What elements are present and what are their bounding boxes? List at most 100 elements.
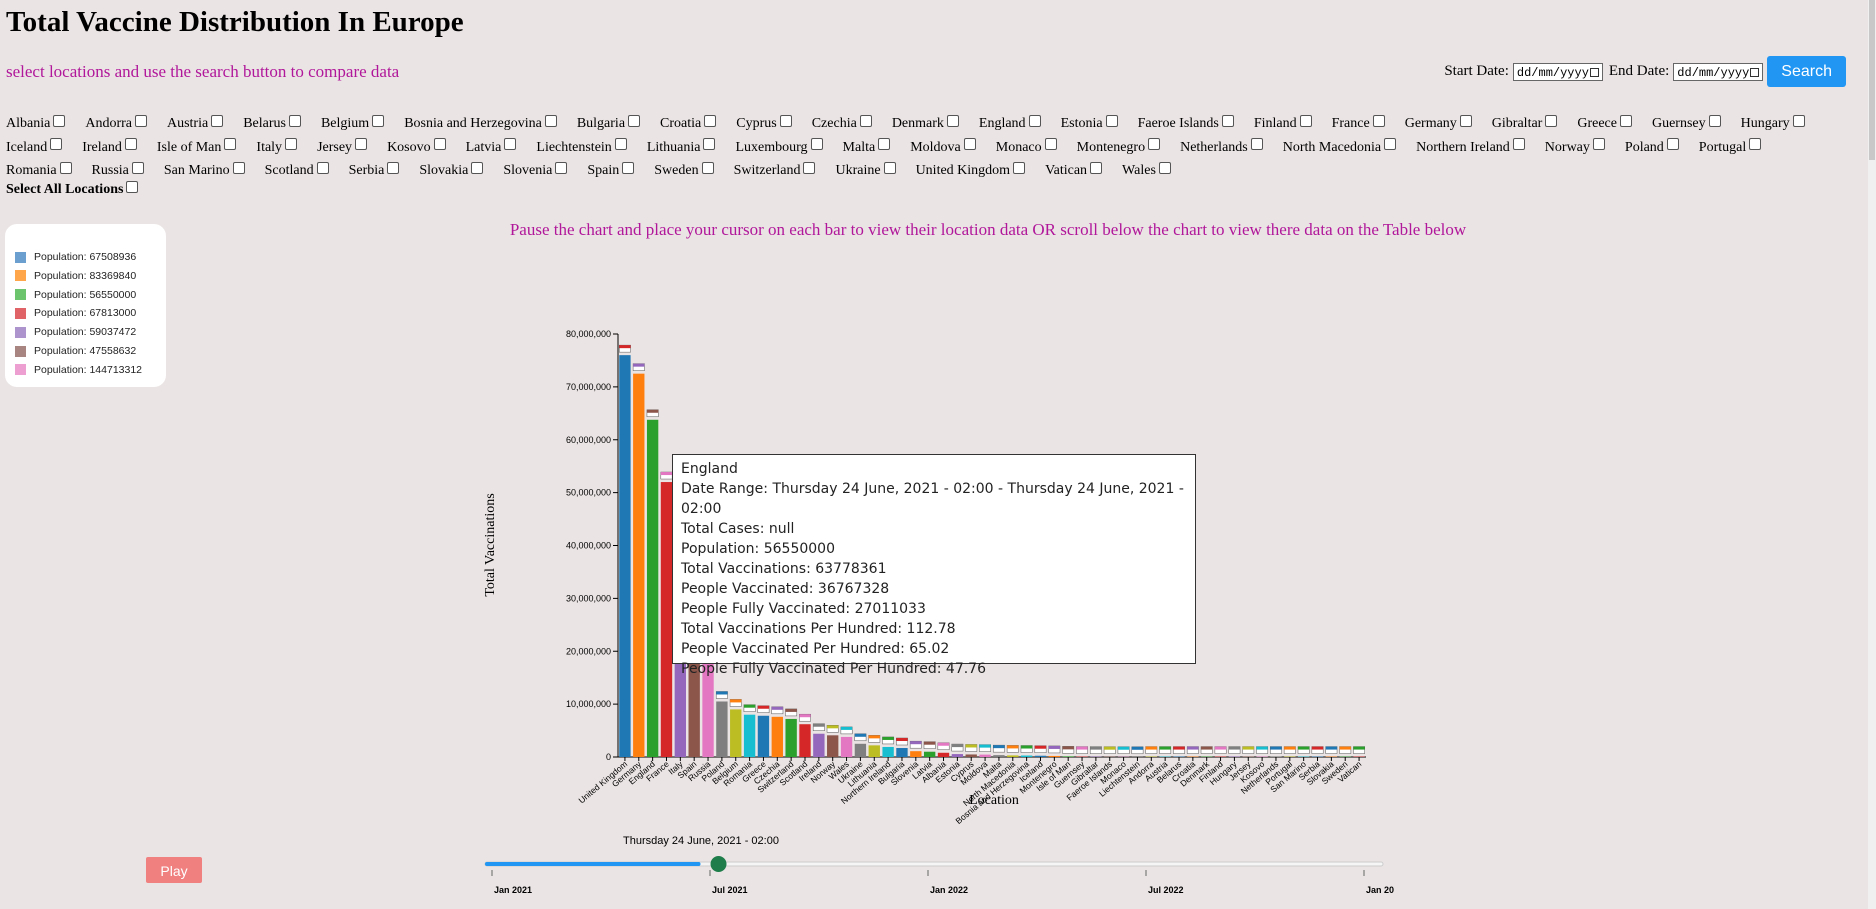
location-checkbox[interactable] [134, 114, 147, 127]
end-date-input[interactable]: dd/mm/yyyy [1673, 62, 1764, 81]
location-option[interactable]: Isle of Man [157, 136, 237, 160]
location-checkbox[interactable] [316, 161, 329, 174]
bar[interactable] [979, 754, 991, 757]
location-checkbox[interactable] [1148, 138, 1161, 151]
location-checkbox[interactable] [1013, 161, 1026, 174]
location-checkbox[interactable] [1372, 114, 1385, 127]
location-checkbox[interactable] [50, 138, 63, 151]
location-checkbox[interactable] [779, 114, 792, 127]
bar[interactable] [993, 755, 1005, 757]
location-option[interactable]: Greece [1577, 112, 1632, 136]
location-option[interactable]: Scotland [265, 159, 329, 183]
bar[interactable] [619, 355, 631, 757]
location-checkbox[interactable] [1545, 114, 1558, 127]
location-checkbox[interactable] [1666, 138, 1679, 151]
bar[interactable] [840, 736, 853, 757]
calendar-icon[interactable] [1589, 67, 1599, 77]
select-all-checkbox[interactable] [126, 180, 139, 193]
location-checkbox[interactable] [878, 138, 891, 151]
location-option[interactable]: Gibraltar [1492, 112, 1558, 136]
select-all-locations[interactable]: Select All Locations [6, 180, 139, 198]
bar[interactable] [1048, 755, 1061, 757]
location-checkbox[interactable] [859, 114, 872, 127]
location-option[interactable]: Jersey [317, 136, 368, 160]
location-checkbox[interactable] [372, 114, 385, 127]
location-option[interactable]: Montenegro [1077, 136, 1161, 160]
location-option[interactable]: Moldova [910, 136, 976, 160]
location-checkbox[interactable] [803, 161, 816, 174]
calendar-icon[interactable] [1750, 67, 1760, 77]
location-checkbox[interactable] [471, 161, 484, 174]
location-checkbox[interactable] [1384, 138, 1397, 151]
location-checkbox[interactable] [433, 138, 446, 151]
location-option[interactable]: Norway [1545, 136, 1605, 160]
bar[interactable] [882, 746, 894, 757]
bar[interactable] [771, 716, 783, 757]
location-option[interactable]: Germany [1405, 112, 1472, 136]
location-checkbox[interactable] [1090, 161, 1103, 174]
location-option[interactable]: Vatican [1045, 159, 1103, 183]
location-option[interactable]: Portugal [1699, 136, 1762, 160]
location-checkbox[interactable] [1250, 138, 1263, 151]
location-checkbox[interactable] [810, 138, 823, 151]
bar[interactable] [799, 724, 811, 757]
location-checkbox[interactable] [1028, 114, 1041, 127]
location-option[interactable]: Netherlands [1180, 136, 1263, 160]
bar[interactable] [1007, 755, 1019, 757]
bar[interactable] [633, 373, 645, 757]
location-checkbox[interactable] [1221, 114, 1234, 127]
location-checkbox[interactable] [883, 161, 896, 174]
location-option[interactable]: San Marino [164, 159, 245, 183]
location-checkbox[interactable] [285, 138, 298, 151]
location-checkbox[interactable] [124, 138, 137, 151]
bar[interactable] [702, 577, 714, 757]
location-option[interactable]: Kosovo [387, 136, 446, 160]
location-option[interactable]: Liechtenstein [536, 136, 627, 160]
location-checkbox[interactable] [1708, 114, 1721, 127]
bar[interactable] [896, 748, 908, 757]
location-checkbox[interactable] [1459, 114, 1472, 127]
location-option[interactable]: Switzerland [734, 159, 816, 183]
location-checkbox[interactable] [1592, 138, 1605, 151]
location-checkbox[interactable] [59, 161, 72, 174]
location-checkbox[interactable] [288, 114, 301, 127]
location-option[interactable]: North Macedonia [1283, 136, 1397, 160]
location-checkbox[interactable] [1619, 114, 1632, 127]
location-option[interactable]: Wales [1122, 159, 1171, 183]
location-option[interactable]: Croatia [660, 112, 717, 136]
location-checkbox[interactable] [1105, 114, 1118, 127]
bar[interactable] [937, 752, 950, 757]
location-option[interactable]: Russia [92, 159, 144, 183]
start-date-input[interactable]: dd/mm/yyyy [1512, 62, 1603, 81]
location-option[interactable]: Northern Ireland [1416, 136, 1525, 160]
location-checkbox[interactable] [628, 114, 641, 127]
location-option[interactable]: Ireland [82, 136, 137, 160]
location-option[interactable]: Czechia [812, 112, 872, 136]
bar[interactable] [646, 419, 659, 757]
bar[interactable] [785, 718, 797, 757]
location-option[interactable]: Hungary [1741, 112, 1805, 136]
bar[interactable] [730, 709, 742, 757]
location-option[interactable]: Bulgaria [577, 112, 641, 136]
location-checkbox[interactable] [131, 161, 144, 174]
location-option[interactable]: Monaco [996, 136, 1057, 160]
location-option[interactable]: Romania [6, 159, 72, 183]
location-option[interactable]: England [979, 112, 1041, 136]
location-checkbox[interactable] [703, 138, 716, 151]
bar[interactable] [716, 701, 728, 757]
location-option[interactable]: Poland [1625, 136, 1679, 160]
location-option[interactable]: Lithuania [647, 136, 716, 160]
location-option[interactable]: Malta [843, 136, 891, 160]
location-option[interactable]: Andorra [85, 112, 147, 136]
location-option[interactable]: Bosnia and Herzegovina [404, 112, 557, 136]
search-button[interactable]: Search [1767, 56, 1846, 87]
location-option[interactable]: Slovenia [503, 159, 568, 183]
location-option[interactable]: Luxembourg [735, 136, 823, 160]
location-checkbox[interactable] [1299, 114, 1312, 127]
location-option[interactable]: France [1332, 112, 1385, 136]
play-button[interactable]: Play [146, 857, 202, 883]
location-option[interactable]: Faeroe Islands [1138, 112, 1234, 136]
location-option[interactable]: Cyprus [736, 112, 792, 136]
location-option[interactable]: Italy [256, 136, 298, 160]
location-checkbox[interactable] [1044, 138, 1057, 151]
